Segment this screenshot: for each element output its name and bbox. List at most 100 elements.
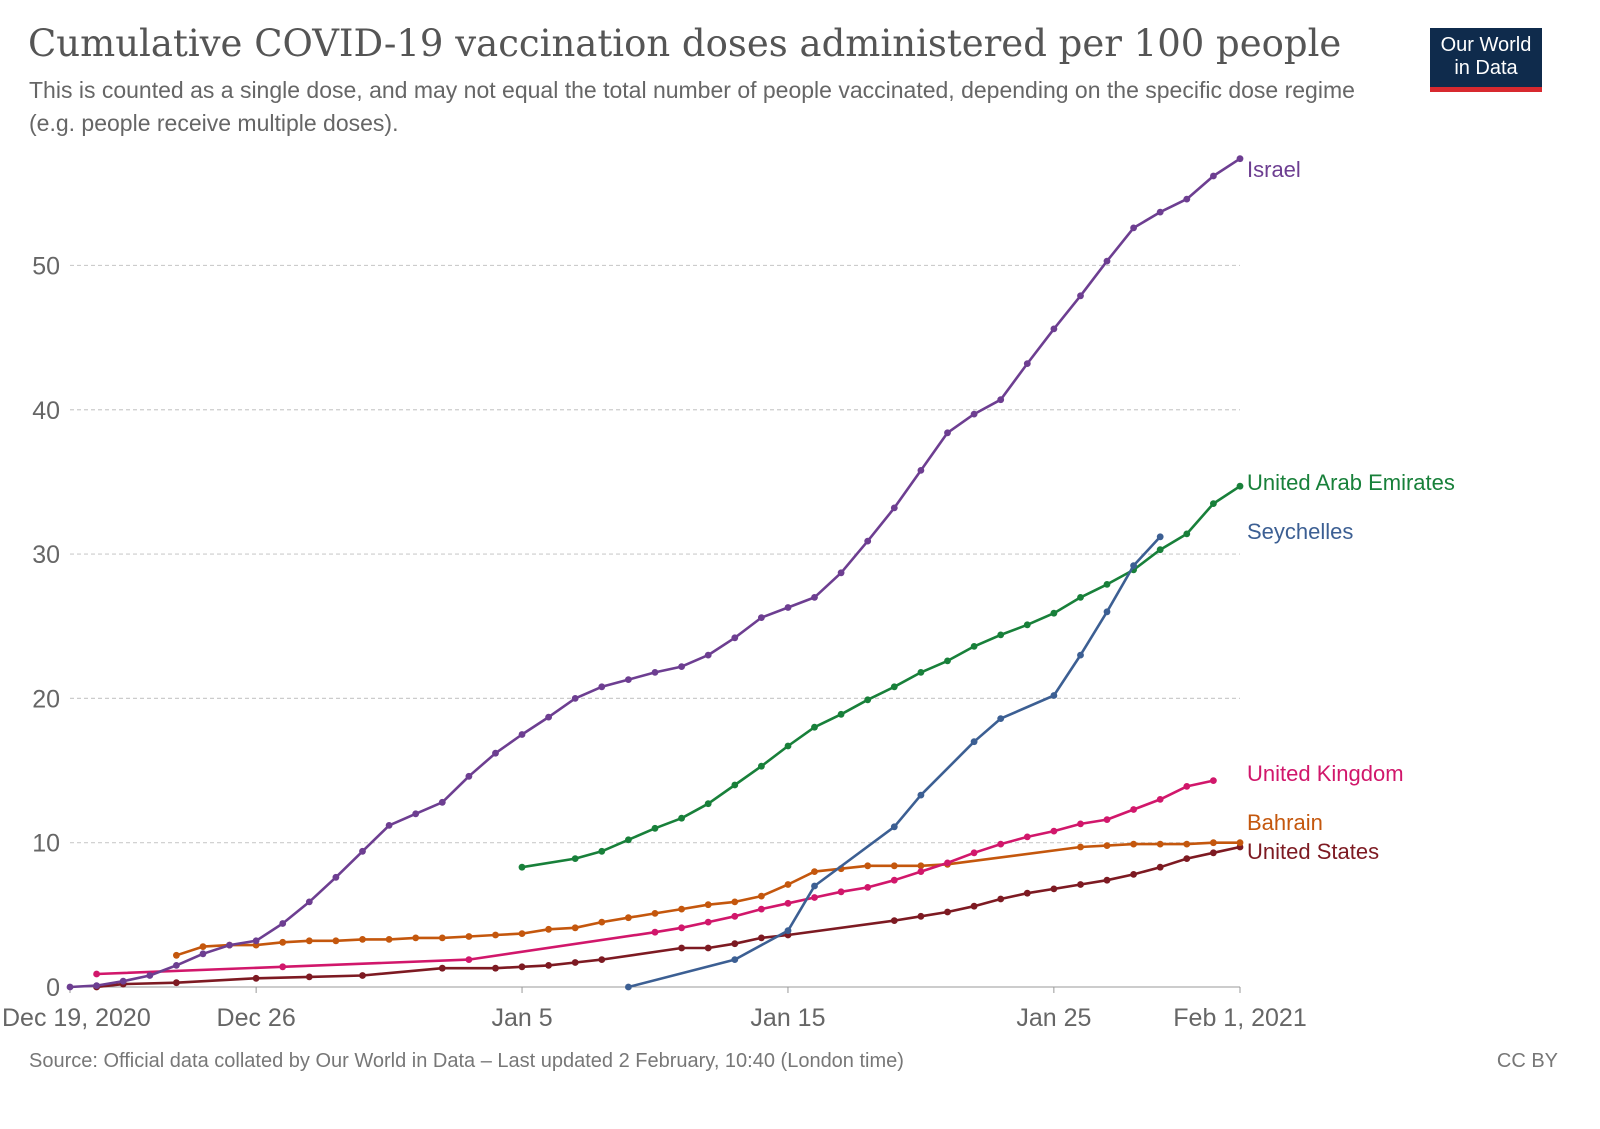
data-point: [970, 643, 978, 650]
data-point: [199, 950, 207, 958]
data-point: [1236, 155, 1244, 163]
data-point: [890, 876, 898, 884]
data-point: [545, 713, 552, 721]
data-point: [837, 888, 845, 896]
data-point: [1156, 796, 1164, 803]
data-point: [1130, 840, 1137, 848]
data-point: [518, 863, 526, 871]
data-point: [1023, 621, 1031, 629]
data-point: [890, 917, 898, 924]
data-point: [1077, 820, 1084, 828]
data-point: [545, 962, 552, 969]
series-united-arab-emirates: [518, 482, 1244, 871]
data-point: [758, 762, 765, 770]
data-point: [279, 920, 287, 927]
data-point: [1050, 325, 1058, 333]
gridlines: [70, 264, 1240, 844]
data-point: [758, 905, 765, 913]
data-point: [811, 594, 818, 601]
data-point: [731, 912, 739, 920]
source-note: Source: Official data collated by Our Wo…: [29, 1050, 904, 1072]
data-point: [1156, 208, 1164, 216]
data-point: [465, 956, 473, 963]
data-point: [811, 894, 818, 901]
data-point: [518, 930, 526, 937]
data-point: [1130, 562, 1137, 569]
data-point: [1077, 292, 1084, 300]
data-point: [1210, 839, 1217, 847]
series-label-united-states: United States: [1247, 839, 1379, 864]
data-point: [252, 974, 260, 982]
series-united-states: [93, 843, 1244, 991]
data-point: [864, 884, 872, 891]
series-group: [66, 155, 1244, 991]
y-tick-label: 20: [32, 685, 60, 713]
data-point: [784, 899, 792, 907]
data-point: [784, 742, 792, 750]
data-point: [731, 956, 739, 963]
data-point: [784, 881, 792, 888]
data-point: [1103, 876, 1111, 884]
data-point: [1103, 816, 1111, 823]
data-point: [1050, 609, 1058, 617]
data-point: [279, 938, 287, 946]
data-point: [438, 964, 446, 972]
chart-title: Cumulative COVID-19 vaccination doses ad…: [28, 22, 1342, 65]
data-point: [385, 936, 393, 943]
data-point: [279, 963, 287, 971]
data-point: [784, 604, 792, 611]
data-point: [332, 937, 340, 945]
y-tick-label: 10: [32, 830, 60, 858]
data-point: [1050, 885, 1058, 893]
chart-subtitle: This is counted as a single dose, and ma…: [29, 77, 1355, 136]
data-point: [1210, 500, 1217, 507]
data-point: [173, 979, 180, 987]
data-point: [890, 683, 898, 691]
license-link[interactable]: CC BY: [1496, 1050, 1558, 1072]
logo-line-1: Our World: [1440, 34, 1532, 56]
x-tick-label: Dec 19, 2020: [2, 1004, 151, 1032]
data-point: [173, 951, 180, 959]
data-point: [598, 683, 606, 691]
series-label-united-arab-emirates: United Arab Emirates: [1247, 470, 1455, 495]
data-point: [917, 791, 925, 799]
data-point: [1023, 360, 1031, 367]
x-axis: Dec 19, 2020 Dec 26 Jan 5 Jan 15 Jan 25 Feb 1…: [2, 986, 1307, 1032]
data-point: [1183, 855, 1191, 862]
data-point: [625, 676, 632, 683]
data-point: [678, 905, 685, 913]
data-point: [758, 614, 765, 621]
logo-line-2: in Data: [1454, 57, 1518, 79]
data-point: [997, 840, 1005, 848]
data-point: [651, 928, 659, 936]
data-point: [1103, 257, 1111, 265]
series-labels: United States Bahrain United Kingdom United…: [1247, 157, 1455, 864]
data-point: [1236, 839, 1244, 847]
series-label-bahrain: Bahrain: [1247, 810, 1323, 835]
data-point: [1156, 863, 1164, 871]
series-line-united-states: [96, 845, 1241, 989]
data-point: [598, 956, 606, 963]
data-point: [704, 918, 712, 926]
data-point: [385, 822, 393, 829]
y-axis: 0 10 20 30 40 50: [32, 252, 60, 1002]
data-point: [1103, 608, 1111, 616]
data-point: [731, 940, 739, 948]
y-tick-label: 0: [46, 974, 60, 1002]
data-point: [917, 862, 925, 870]
data-point: [1077, 594, 1084, 601]
data-point: [146, 972, 154, 979]
data-point: [837, 710, 845, 718]
data-point: [970, 849, 978, 857]
data-point: [412, 810, 420, 818]
y-tick-label: 40: [32, 397, 60, 425]
data-point: [678, 814, 685, 822]
data-point: [571, 924, 579, 932]
owid-logo[interactable]: Our World in Data: [1430, 28, 1542, 92]
data-point: [492, 931, 499, 939]
data-point: [1023, 833, 1031, 841]
data-point: [332, 873, 340, 881]
data-point: [518, 731, 526, 738]
data-point: [944, 859, 951, 867]
data-point: [997, 895, 1005, 903]
